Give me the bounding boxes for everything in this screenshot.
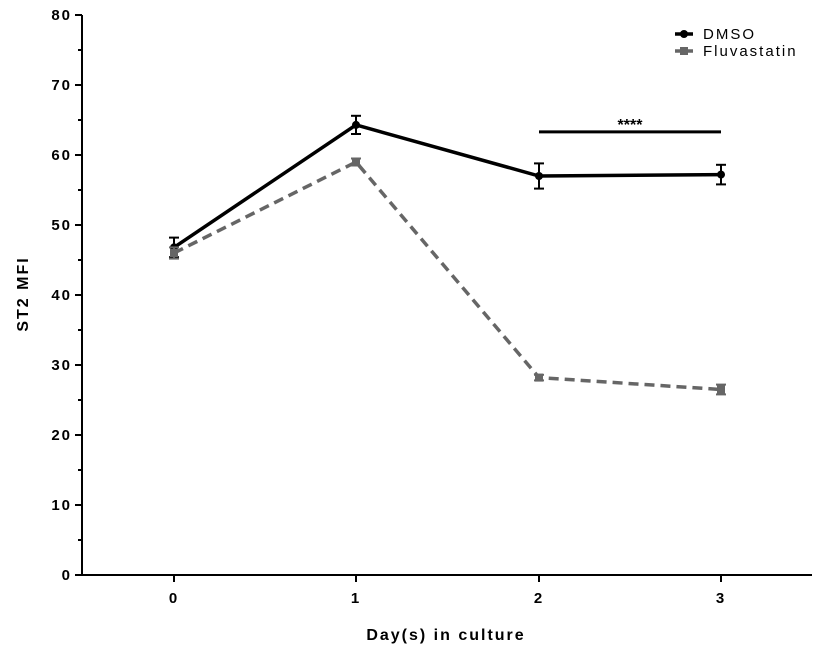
series-dmso	[169, 114, 726, 259]
series-fluvastatin	[169, 157, 726, 396]
y-axis-title: ST2 MFI	[15, 256, 32, 331]
x-axis: 0 1 2 3	[82, 574, 812, 607]
x-tick-label: 3	[716, 590, 726, 607]
y-tick-label: 0	[62, 567, 72, 584]
data-point	[352, 158, 360, 166]
significance-annotation: ****	[539, 117, 721, 134]
data-point	[535, 373, 543, 382]
x-axis-title: Day(s) in culture	[366, 627, 525, 644]
x-tick-label: 0	[169, 590, 179, 607]
series-layer	[169, 114, 726, 396]
y-tick-label: 40	[51, 287, 72, 304]
legend-label: DMSO	[703, 26, 756, 43]
y-tick-label: 50	[51, 217, 72, 234]
legend-marker	[680, 30, 688, 38]
series-line	[173, 159, 722, 392]
y-tick-label: 10	[51, 497, 72, 514]
legend-label: Fluvastatin	[703, 43, 798, 60]
y-tick-label: 60	[51, 147, 72, 164]
data-point	[352, 120, 360, 129]
data-point	[717, 385, 725, 394]
significance-stars: ****	[618, 117, 644, 134]
y-axis: 0 10 20 30 40 50 60 70 80	[51, 7, 83, 584]
x-tick-label: 2	[534, 590, 544, 607]
y-tick-label: 80	[51, 7, 72, 24]
y-tick-label: 20	[51, 427, 72, 444]
data-point	[535, 172, 543, 180]
x-tick-label: 1	[351, 590, 361, 607]
data-point	[170, 249, 178, 257]
y-tick-label: 30	[51, 357, 72, 374]
series-line	[173, 122, 722, 249]
y-tick-label: 70	[51, 77, 72, 94]
data-point	[717, 170, 725, 179]
legend-marker	[680, 47, 688, 55]
